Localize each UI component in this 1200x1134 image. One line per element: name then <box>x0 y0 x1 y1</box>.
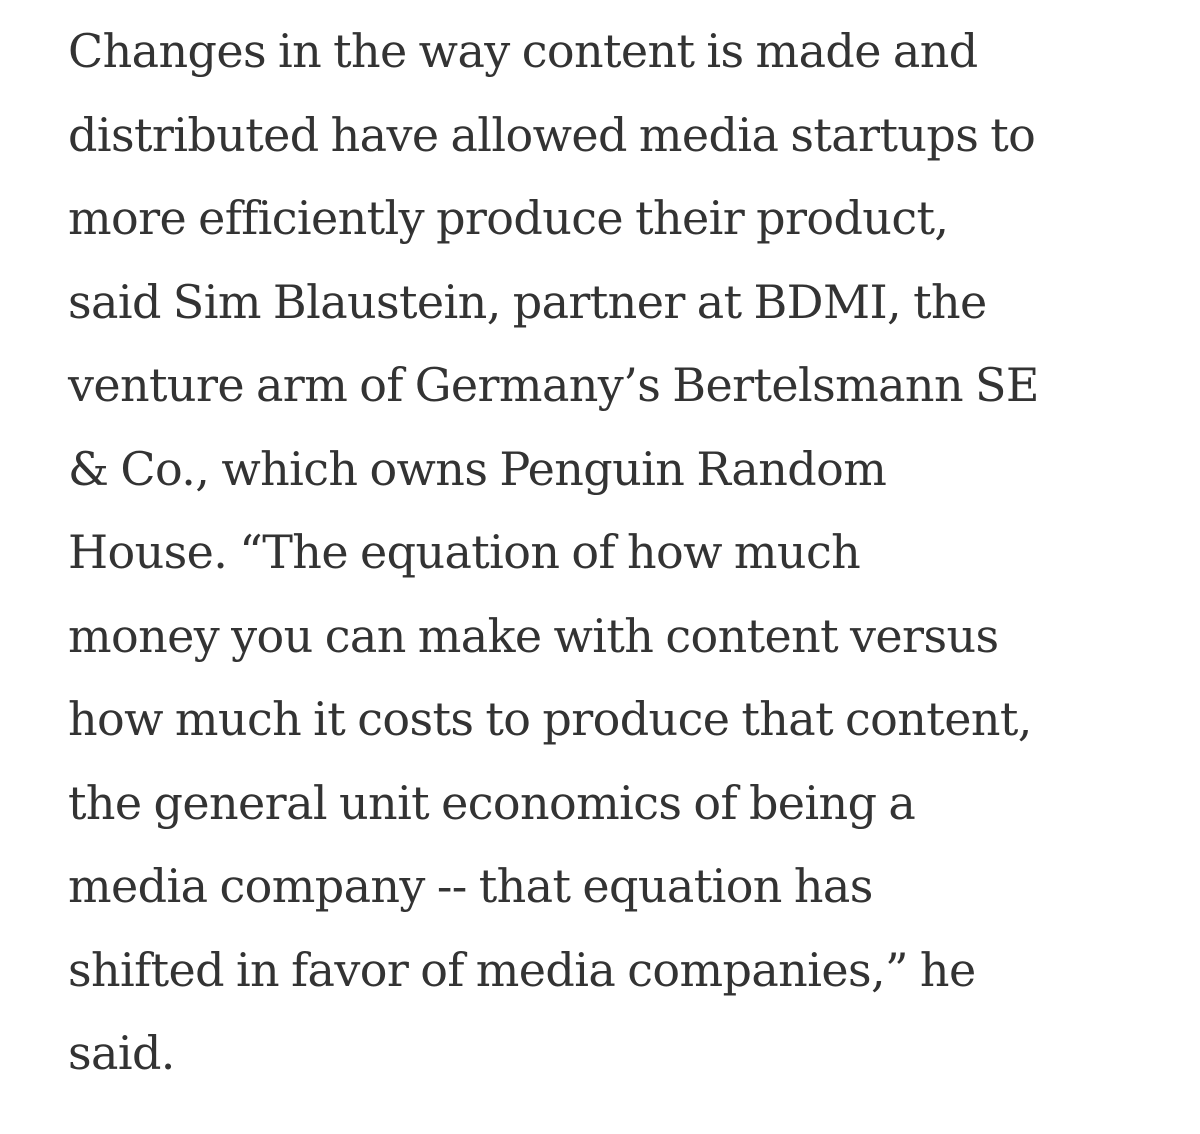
paragraph-line: & Co., which owns Penguin Random <box>68 441 887 496</box>
article-paragraph: Changes in the way content is made and d… <box>68 10 1188 1096</box>
paragraph-line: money you can make with content versus <box>68 608 999 663</box>
paragraph-line: the general unit economics of being a <box>68 775 916 830</box>
paragraph-line: Changes in the way content is made and <box>68 24 978 78</box>
paragraph-line: shifted in favor of media companies,” he <box>68 942 976 997</box>
paragraph-line: said Sim Blaustein, partner at BDMI, the <box>68 274 987 329</box>
paragraph-line: distributed have allowed media startups … <box>68 107 1036 162</box>
paragraph-line: media company -- that equation has <box>68 859 873 913</box>
paragraph-line: venture arm of Germany’s Bertelsmann SE <box>68 358 1040 412</box>
paragraph-line: House. “The equation of how much <box>68 525 861 579</box>
paragraph-line: how much it costs to produce that conten… <box>68 692 1032 746</box>
paragraph-line: more efficiently produce their product, <box>68 191 949 245</box>
paragraph-line: said. <box>68 1026 175 1080</box>
